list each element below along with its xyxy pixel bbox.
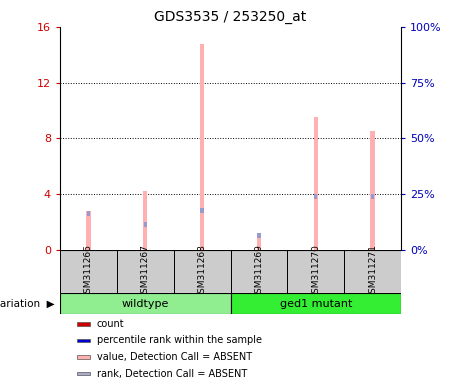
Text: value, Detection Call = ABSENT: value, Detection Call = ABSENT — [97, 352, 252, 362]
Bar — [200, 44, 204, 250]
Bar — [314, 194, 318, 199]
Bar — [87, 211, 90, 216]
Text: GSM311270: GSM311270 — [311, 244, 320, 299]
Bar — [174, 250, 230, 293]
Bar — [371, 194, 374, 199]
Text: GSM311267: GSM311267 — [141, 244, 150, 299]
Title: GDS3535 / 253250_at: GDS3535 / 253250_at — [154, 10, 307, 25]
Text: wildtype: wildtype — [122, 298, 169, 308]
Bar — [257, 233, 261, 250]
Text: percentile rank within the sample: percentile rank within the sample — [97, 336, 262, 346]
Text: GSM311266: GSM311266 — [84, 244, 93, 299]
Bar — [230, 293, 401, 314]
Bar — [257, 233, 260, 238]
Bar — [230, 250, 287, 293]
Bar — [77, 355, 90, 359]
Bar — [313, 118, 318, 250]
Bar — [143, 222, 147, 227]
Bar — [287, 250, 344, 293]
Bar — [370, 131, 375, 250]
Bar — [143, 191, 148, 250]
Bar — [60, 293, 230, 314]
Text: GSM311269: GSM311269 — [254, 244, 263, 299]
Bar — [344, 250, 401, 293]
Text: rank, Detection Call = ABSENT: rank, Detection Call = ABSENT — [97, 369, 247, 379]
Text: genotype/variation  ▶: genotype/variation ▶ — [0, 298, 54, 308]
Bar — [77, 322, 90, 326]
Bar — [86, 211, 91, 250]
Bar — [201, 209, 204, 213]
Bar — [117, 250, 174, 293]
Bar — [77, 339, 90, 342]
Text: ged1 mutant: ged1 mutant — [280, 298, 352, 308]
Bar — [60, 250, 117, 293]
Text: GSM311271: GSM311271 — [368, 244, 377, 299]
Text: GSM311268: GSM311268 — [198, 244, 207, 299]
Bar — [77, 372, 90, 376]
Text: count: count — [97, 319, 124, 329]
